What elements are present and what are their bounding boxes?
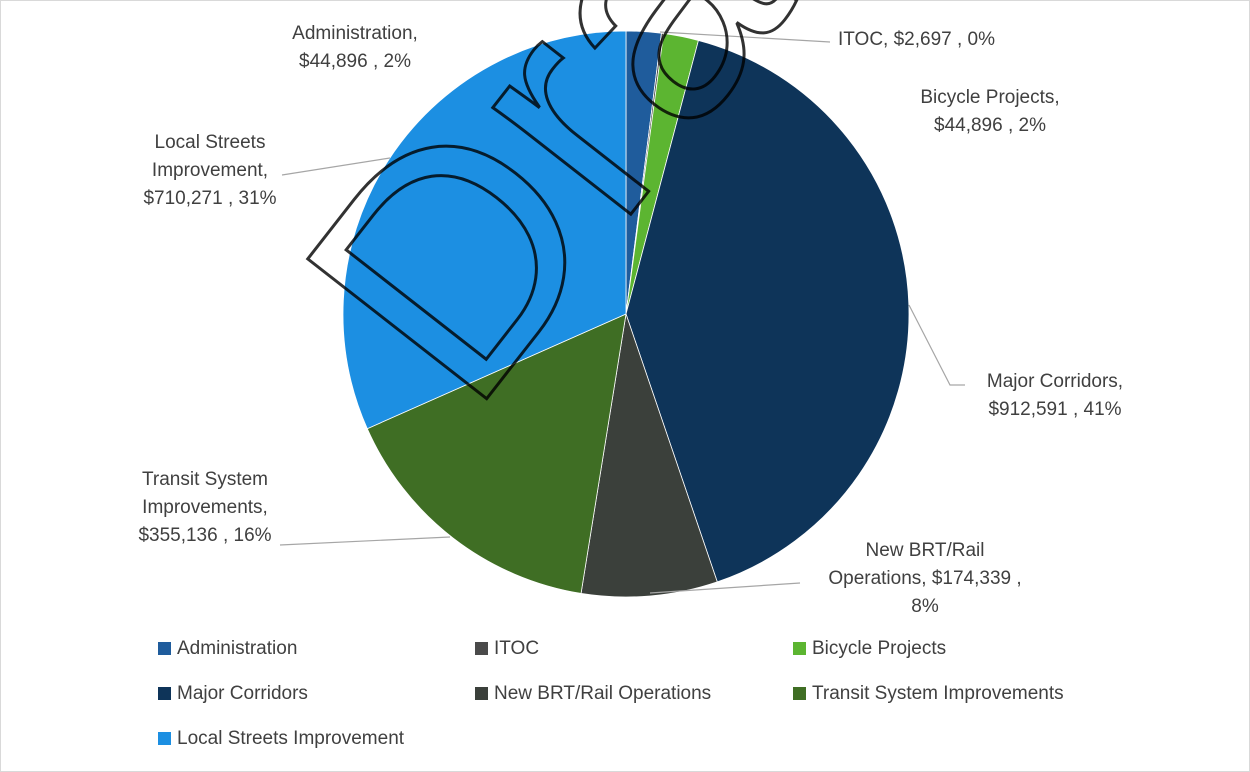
data-label: Operations, $174,339 , [828, 568, 1021, 589]
leader-line [649, 582, 801, 594]
data-label: Bicycle Projects, [920, 87, 1059, 108]
data-label: 8% [911, 596, 939, 617]
legend-swatch [158, 732, 171, 745]
data-label: Local Streets [155, 132, 266, 153]
leader-line [659, 31, 831, 43]
data-label: Administration, [292, 23, 418, 44]
pie-slice [366, 313, 627, 594]
data-label: $710,271 , 31% [143, 188, 276, 209]
legend-swatch [158, 687, 171, 700]
legend-swatch [475, 642, 488, 655]
legend-label: New BRT/Rail Operations [494, 683, 711, 704]
leader-lines [279, 31, 965, 594]
legend-swatch [793, 642, 806, 655]
leader-line [279, 536, 451, 546]
legend-swatch [158, 642, 171, 655]
legend-swatch [475, 687, 488, 700]
legend-swatch [793, 687, 806, 700]
data-label: ITOC, $2,697 , 0% [838, 29, 995, 50]
data-label: Improvements, [142, 497, 268, 518]
legend-label: ITOC [494, 638, 539, 659]
pie-slice [580, 313, 718, 598]
data-label: $44,896 , 2% [299, 51, 411, 72]
data-label: Transit System [142, 469, 268, 490]
data-label: $44,896 , 2% [934, 115, 1046, 136]
pie-slice [625, 39, 910, 583]
legend-label: Bicycle Projects [812, 638, 946, 659]
data-label: $355,136 , 16% [138, 525, 271, 546]
leader-line [908, 304, 965, 386]
legend-label: Local Streets Improvement [177, 728, 405, 749]
legend-label: Major Corridors [177, 683, 308, 704]
data-label: Major Corridors, [987, 371, 1123, 392]
data-label: New BRT/Rail [866, 540, 985, 561]
data-label: Improvement, [152, 160, 268, 181]
leader-line [281, 157, 391, 176]
legend-label: Administration [177, 638, 297, 659]
legend-label: Transit System Improvements [812, 683, 1064, 704]
data-label: $912,591 , 41% [988, 399, 1121, 420]
pie-slice [342, 30, 627, 430]
